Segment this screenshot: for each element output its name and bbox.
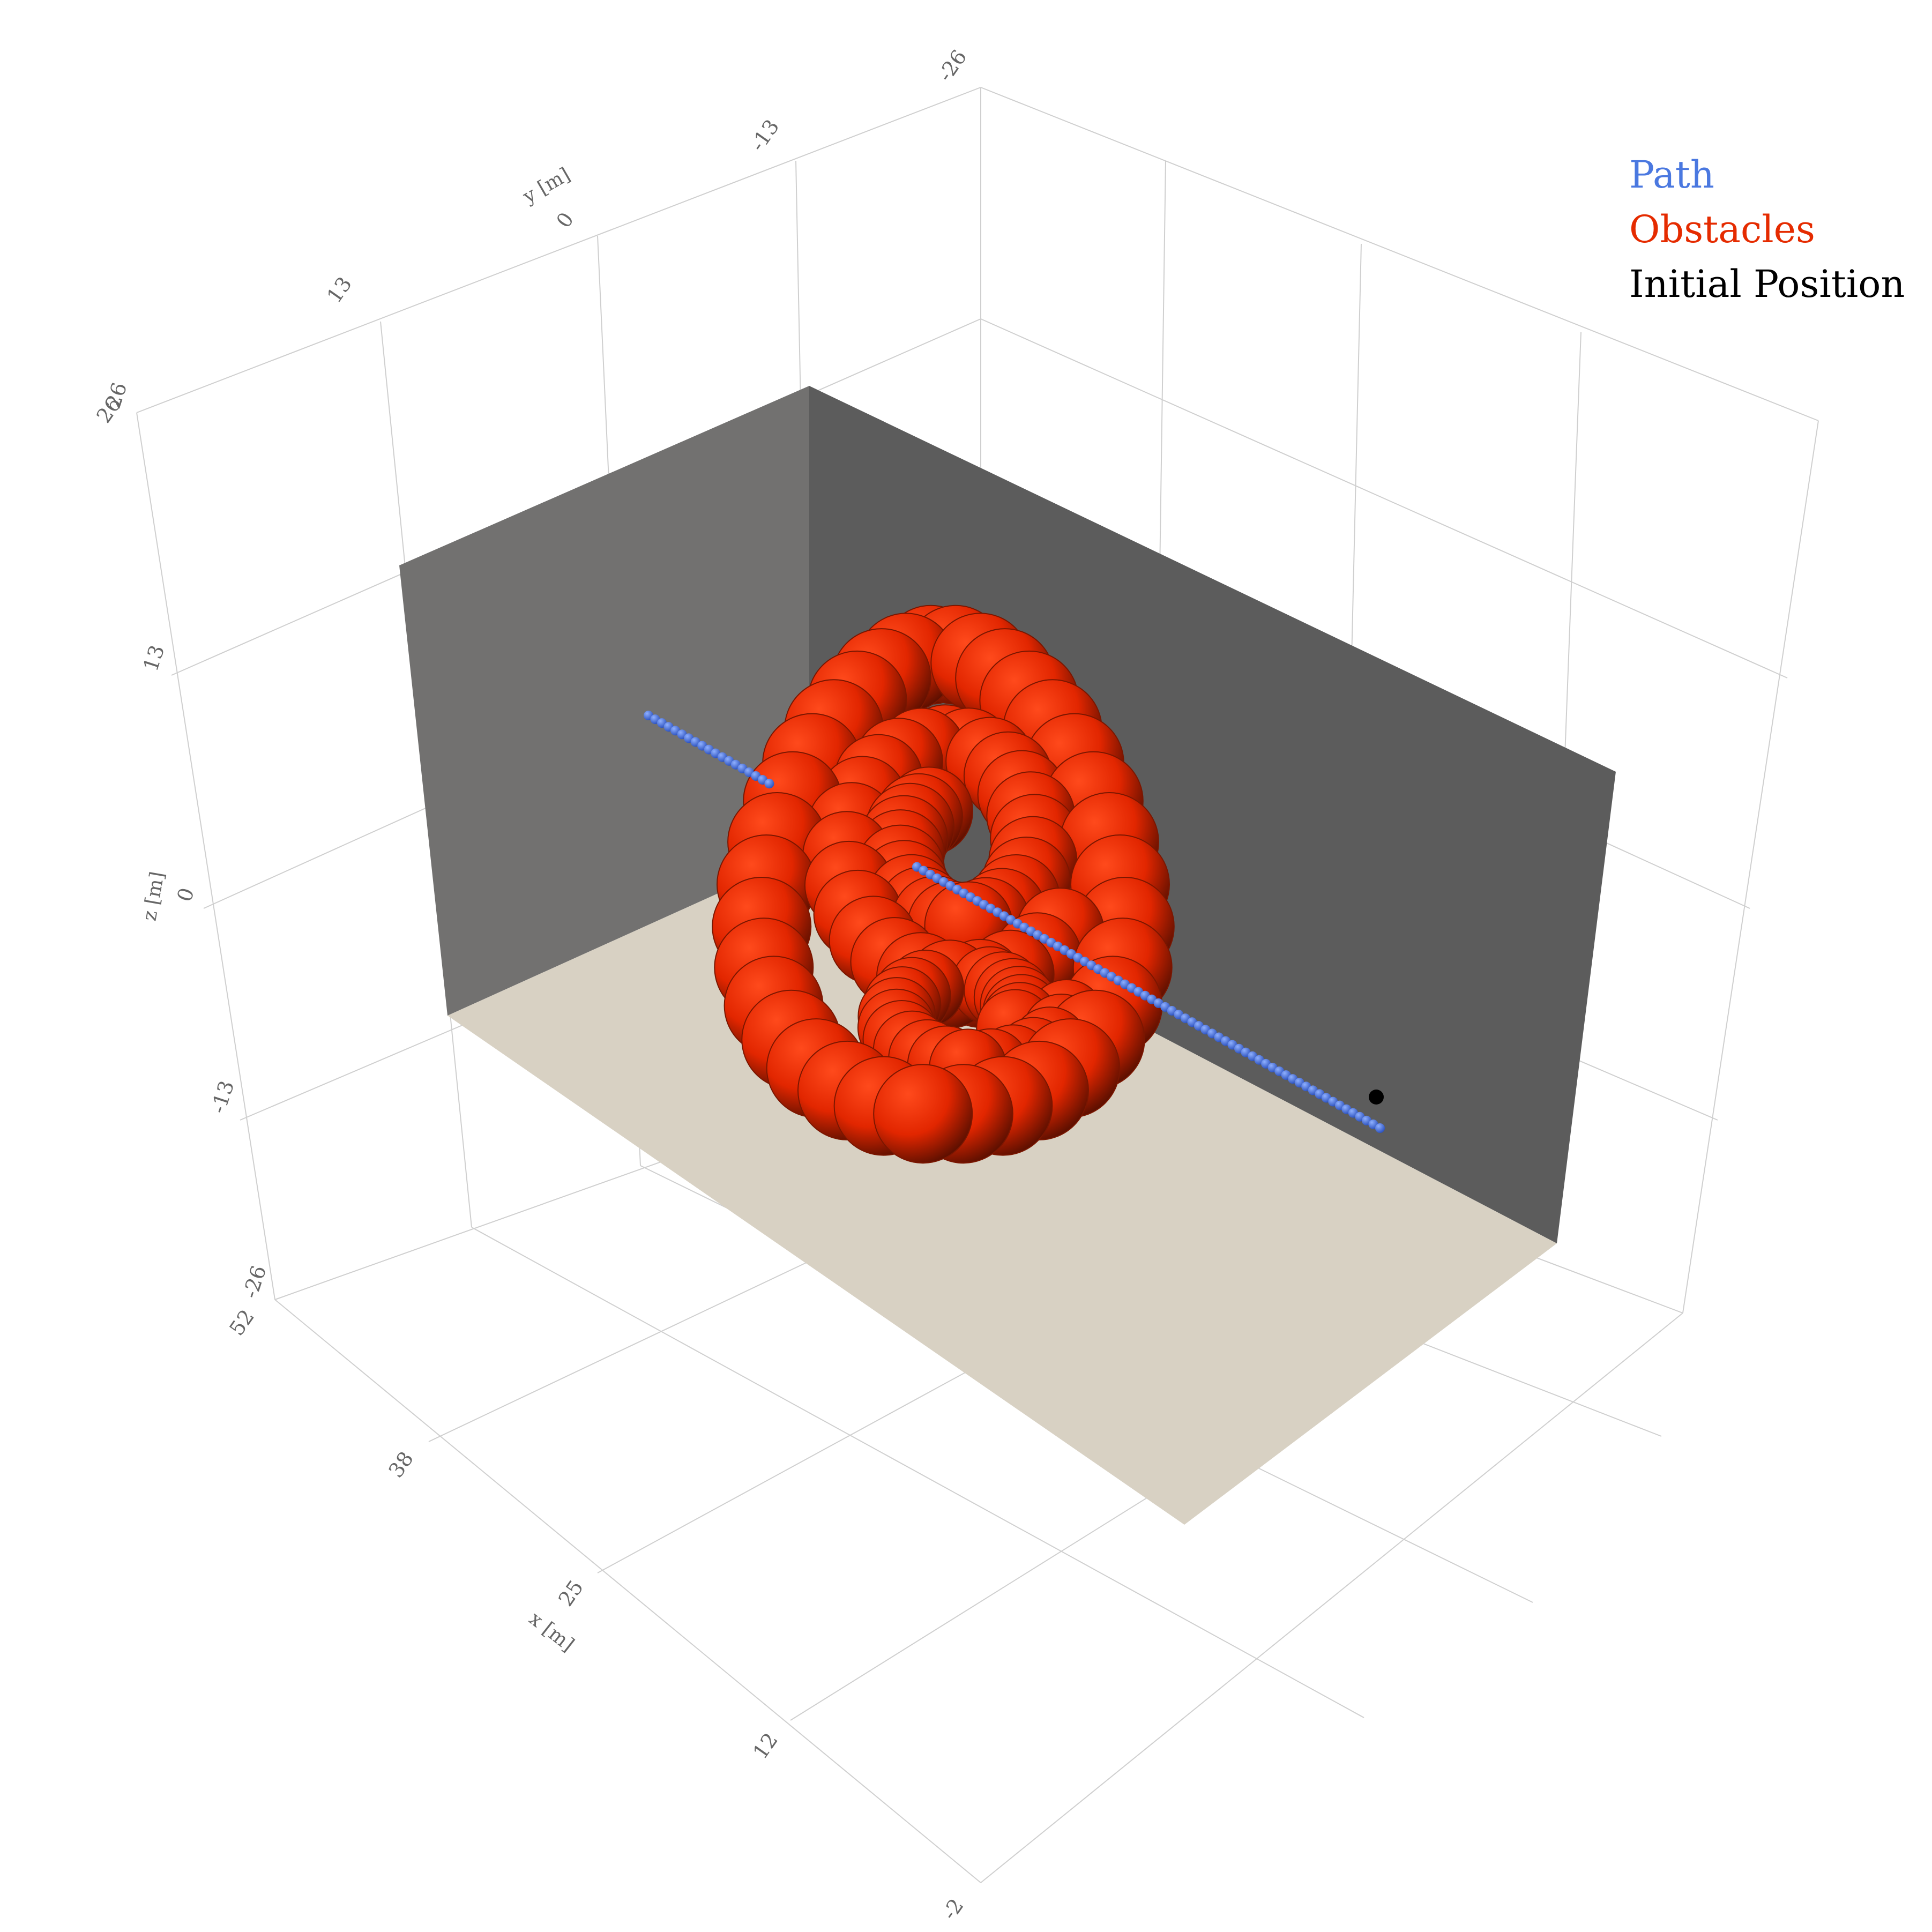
obstacle-sphere — [873, 1064, 973, 1164]
side-wall-plane — [399, 386, 809, 1016]
z-tick-label: -13 — [206, 1078, 239, 1116]
y-tick-label: 13 — [322, 272, 356, 307]
x-tick-label: 12 — [748, 1728, 782, 1763]
path-series — [644, 711, 1385, 1133]
y-axis-ticks: 26 13 0 -13 -26 y [m] — [92, 46, 971, 427]
path-point — [764, 779, 774, 789]
grid-z-13-right — [980, 318, 1788, 678]
z-tick-label: -26 — [238, 1263, 271, 1301]
x-tick-label: 52 — [225, 1305, 259, 1340]
x-tick-label: 25 — [554, 1576, 588, 1610]
y-tick-label: -26 — [933, 46, 971, 86]
legend-entry-initial-position[interactable]: Initial Position — [1629, 262, 1905, 306]
x-axis-ticks: 52 38 25 12 -2 x [m] — [225, 1305, 968, 1924]
legend-entry-obstacles[interactable]: Obstacles — [1629, 207, 1815, 251]
box-edge-left-vertical — [136, 412, 275, 1300]
path-point — [1375, 1123, 1385, 1133]
z-tick-label: 13 — [139, 642, 169, 674]
z-tick-label: 0 — [173, 885, 199, 905]
box-edge-floor-left — [274, 1299, 981, 1883]
y-tick-label: -13 — [745, 115, 784, 155]
box-edge-floor-right — [980, 1312, 1683, 1883]
x-axis-label: x [m] — [525, 1608, 578, 1656]
y-axis-label: y [m] — [519, 163, 574, 208]
obstacles-spheres — [712, 605, 1175, 1164]
initial-position-marker — [1369, 1090, 1384, 1105]
box-edge-right-vertical — [1682, 420, 1819, 1314]
box-edge-top-left — [136, 87, 981, 413]
legend: Path Obstacles Initial Position — [1629, 153, 1905, 306]
z-axis-label: z [m] — [138, 870, 168, 922]
floor-plane — [447, 852, 1557, 1525]
x-tick-label: 38 — [384, 1447, 418, 1482]
box-edge-top-right — [980, 87, 1819, 421]
floor-grid-y-13 — [471, 1227, 1364, 1718]
x-tick-label: -2 — [937, 1894, 968, 1924]
y-tick-label: 0 — [551, 208, 578, 232]
back-wall-plane — [809, 386, 1616, 1243]
walls — [399, 386, 1616, 1525]
z-axis-ticks: 26 13 0 -13 -26 z [m] — [101, 379, 271, 1301]
legend-entry-path[interactable]: Path — [1629, 153, 1714, 197]
